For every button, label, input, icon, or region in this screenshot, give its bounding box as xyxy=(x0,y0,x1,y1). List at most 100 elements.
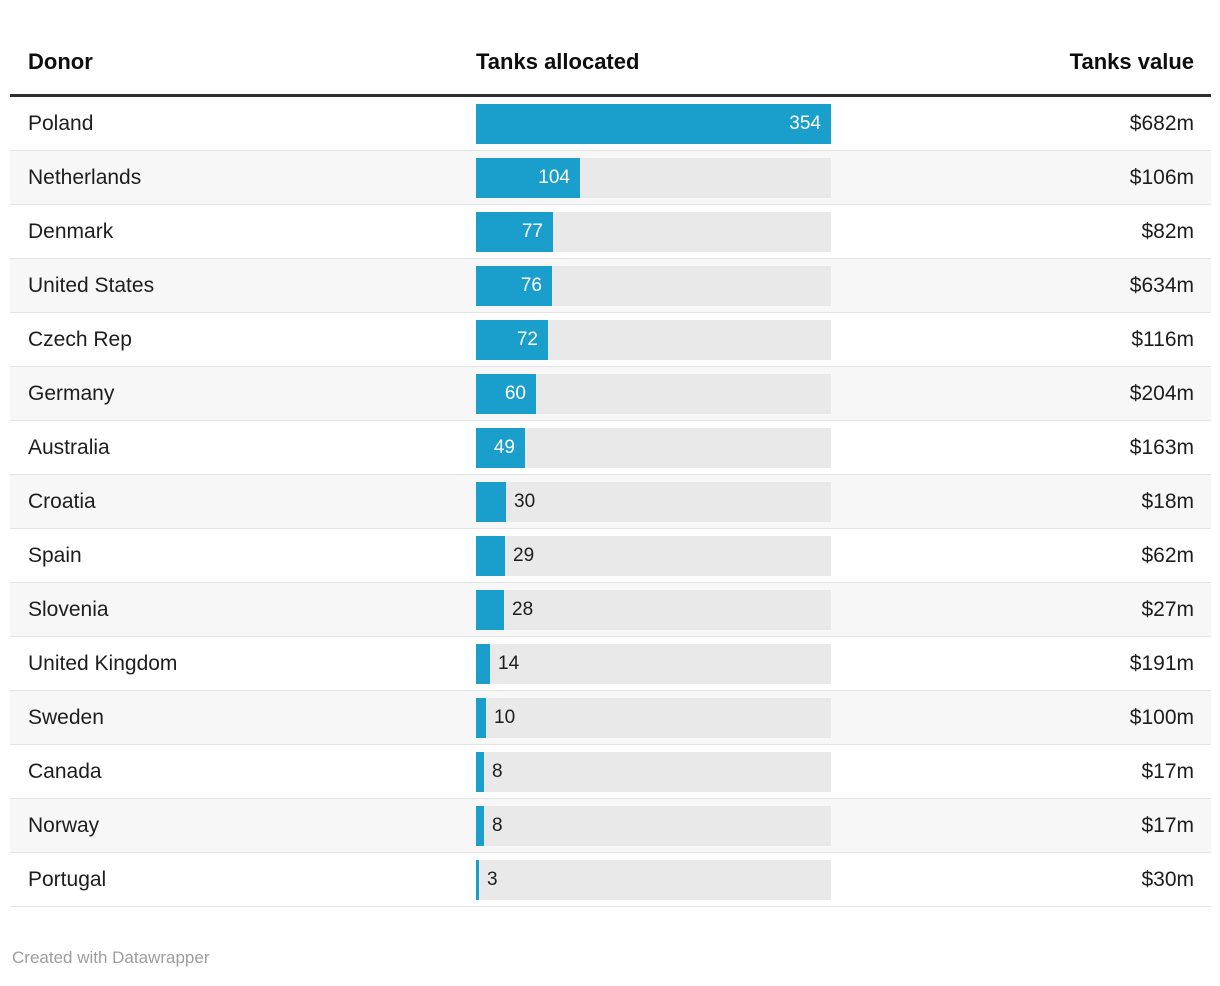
bar-value-label: 3 xyxy=(487,868,498,890)
datawrapper-credit[interactable]: Created with Datawrapper xyxy=(12,948,210,967)
bar-track: 76 xyxy=(476,265,831,306)
table-row: Slovenia 28 $27m xyxy=(10,583,1211,637)
table-row: Denmark 77 $82m xyxy=(10,205,1211,259)
tanks-allocated-bar xyxy=(476,481,506,522)
tanks-allocated-cell: 30 xyxy=(476,481,831,522)
bar-track: 77 xyxy=(476,211,831,252)
bar-track: 49 xyxy=(476,427,831,468)
tanks-value: $204m xyxy=(1129,381,1194,405)
donor-name: Netherlands xyxy=(28,165,142,189)
tanks-allocated-bar xyxy=(476,319,548,360)
tanks-allocated-cell: 29 xyxy=(476,535,831,576)
tanks-allocated-cell: 3 xyxy=(476,859,831,900)
tanks-allocated-bar xyxy=(476,265,552,306)
bar-value-label: 49 xyxy=(493,436,515,458)
tanks-allocated-cell: 354 xyxy=(476,103,831,144)
table-row: Croatia 30 $18m xyxy=(10,475,1211,529)
bar-track: 3 xyxy=(476,859,831,900)
tanks-value: $17m xyxy=(1141,813,1194,837)
table-row: Poland 354 $682m xyxy=(10,97,1211,151)
tanks-allocated-bar xyxy=(476,751,484,792)
column-header-tanks-value: Tanks value xyxy=(1069,49,1194,74)
bar-track: 30 xyxy=(476,481,831,522)
tanks-value: $62m xyxy=(1141,543,1194,567)
bar-track: 10 xyxy=(476,697,831,738)
donor-name: Germany xyxy=(28,381,115,405)
bar-value-label: 10 xyxy=(494,706,516,728)
table-row: United Kingdom 14 $191m xyxy=(10,637,1211,691)
tanks-value: $634m xyxy=(1129,273,1194,297)
table-row: Australia 49 $163m xyxy=(10,421,1211,475)
tanks-allocated-cell: 77 xyxy=(476,211,831,252)
tanks-allocated-cell: 49 xyxy=(476,427,831,468)
tanks-allocated-bar xyxy=(476,859,479,900)
donor-name: Poland xyxy=(28,111,94,135)
table-row: United States 76 $634m xyxy=(10,259,1211,313)
bar-track: 8 xyxy=(476,751,831,792)
table-row: Portugal 3 $30m xyxy=(10,853,1211,907)
tanks-value: $191m xyxy=(1129,651,1194,675)
tanks-allocated-cell: 10 xyxy=(476,697,831,738)
tanks-allocated-cell: 60 xyxy=(476,373,831,414)
tanks-allocated-bar xyxy=(476,373,536,414)
tanks-allocated-bar xyxy=(476,157,580,198)
bar-track: 72 xyxy=(476,319,831,360)
donor-name: Spain xyxy=(28,543,82,567)
table-row: Czech Rep 72 $116m xyxy=(10,313,1211,367)
table-row: Sweden 10 $100m xyxy=(10,691,1211,745)
bar-track: 14 xyxy=(476,643,831,684)
column-header-donor: Donor xyxy=(28,49,93,74)
tanks-allocated-cell: 8 xyxy=(476,751,831,792)
tanks-allocated-bar xyxy=(476,535,505,576)
donor-name: Canada xyxy=(28,759,102,783)
bar-value-label: 72 xyxy=(516,328,538,350)
table-row: Canada 8 $17m xyxy=(10,745,1211,799)
table-row: Germany 60 $204m xyxy=(10,367,1211,421)
bar-value-label: 28 xyxy=(512,598,534,620)
bar-track: 60 xyxy=(476,373,831,414)
donor-name: Portugal xyxy=(28,867,107,891)
table-row: Norway 8 $17m xyxy=(10,799,1211,853)
bar-value-label: 8 xyxy=(492,814,503,836)
column-header-tanks-allocated: Tanks allocated xyxy=(476,49,640,74)
tanks-value: $682m xyxy=(1129,111,1194,135)
donor-name: Norway xyxy=(28,813,100,837)
tanks-allocated-bar xyxy=(476,211,553,252)
tanks-value: $116m xyxy=(1131,327,1194,351)
bar-track: 28 xyxy=(476,589,831,630)
tanks-value: $82m xyxy=(1141,219,1194,243)
tanks-value: $17m xyxy=(1141,759,1194,783)
tanks-value: $30m xyxy=(1141,867,1194,891)
tanks-allocated-cell: 76 xyxy=(476,265,831,306)
bar-value-label: 354 xyxy=(789,112,821,134)
bar-track: 8 xyxy=(476,805,831,846)
bar-track: 104 xyxy=(476,157,831,198)
tanks-value: $18m xyxy=(1141,489,1194,513)
tanks-allocated-cell: 104 xyxy=(476,157,831,198)
tanks-allocated-cell: 72 xyxy=(476,319,831,360)
tanks-allocated-bar xyxy=(476,643,490,684)
tanks-allocated-cell: 8 xyxy=(476,805,831,846)
tanks-allocated-bar xyxy=(476,427,525,468)
bar-value-label: 30 xyxy=(514,490,536,512)
donor-name: Sweden xyxy=(28,705,104,729)
tanks-allocated-bar xyxy=(476,805,484,846)
tanks-value: $106m xyxy=(1129,165,1194,189)
bar-track: 29 xyxy=(476,535,831,576)
tanks-value: $27m xyxy=(1141,597,1194,621)
tanks-allocated-cell: 14 xyxy=(476,643,831,684)
donor-name: Australia xyxy=(28,435,110,459)
bar-value-label: 60 xyxy=(504,382,526,404)
donor-name: Denmark xyxy=(28,219,114,243)
tanks-value: $163m xyxy=(1129,435,1194,459)
table-header-row: Donor Tanks allocated Tanks value xyxy=(10,0,1211,97)
donor-name: Slovenia xyxy=(28,597,109,621)
bar-track: 354 xyxy=(476,103,831,144)
bar-value-label: 104 xyxy=(538,166,570,188)
bar-value-label: 77 xyxy=(521,220,543,242)
tank-donations-table: Donor Tanks allocated Tanks value Poland… xyxy=(10,0,1211,907)
donor-name: United States xyxy=(28,273,155,297)
donor-name: United Kingdom xyxy=(28,651,178,675)
bar-value-label: 76 xyxy=(520,274,542,296)
tanks-allocated-bar xyxy=(476,589,504,630)
